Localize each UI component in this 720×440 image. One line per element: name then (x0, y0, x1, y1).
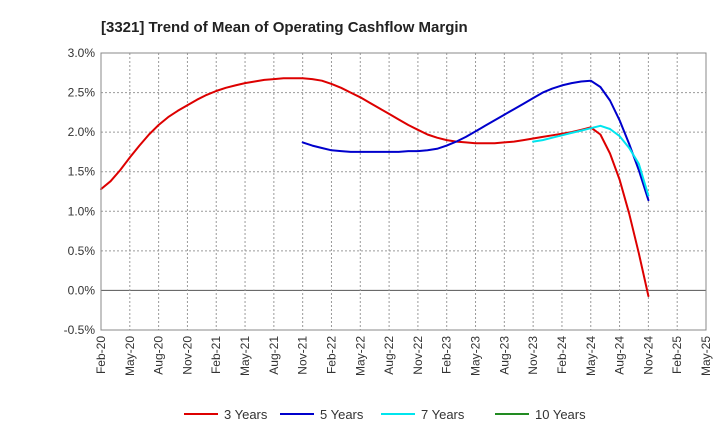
x-tick-label: Aug-20 (152, 336, 166, 375)
y-tick-label: 2.5% (68, 86, 96, 100)
gridlines (101, 52, 706, 331)
legend-label-3-years: 3 Years (224, 407, 268, 422)
x-tick-label: May-22 (353, 336, 367, 376)
legend: 3 Years 5 Years 7 Years 10 Years (184, 407, 586, 422)
x-tick-label: Aug-24 (613, 336, 627, 375)
legend-label-7-years: 7 Years (421, 407, 465, 422)
x-tick-label: Aug-22 (382, 336, 396, 375)
x-tick-label: Nov-20 (180, 336, 194, 375)
x-tick-label: May-25 (699, 336, 713, 376)
y-tick-label: 1.0% (68, 204, 96, 218)
plot-frame (100, 52, 707, 331)
series-line-7-years (532, 124, 650, 197)
x-tick-label: Nov-22 (411, 336, 425, 375)
x-tick-label: Feb-20 (94, 336, 108, 374)
y-tick-label: 0.5% (68, 244, 96, 258)
x-tick-label: Feb-22 (324, 336, 338, 374)
x-tick-label: Feb-23 (440, 336, 454, 374)
x-tick-label: May-23 (469, 336, 483, 376)
y-tick-label: 3.0% (68, 46, 96, 60)
x-tick-label: Nov-23 (526, 336, 540, 375)
y-tick-label: 0.0% (68, 283, 96, 297)
x-tick-label: Aug-23 (497, 336, 511, 375)
x-tick-label: Nov-21 (296, 336, 310, 375)
y-tick-label: -0.5% (64, 323, 96, 337)
x-tick-label: Feb-24 (555, 336, 569, 374)
series-line-5-years (301, 79, 650, 202)
x-tick-label: May-20 (123, 336, 137, 376)
series-lines (100, 77, 650, 297)
legend-label-10-years: 10 Years (535, 407, 586, 422)
chart-title: [3321] Trend of Mean of Operating Cashfl… (101, 19, 468, 36)
y-tick-label: 2.0% (68, 125, 96, 139)
y-axis-ticks: 3.0% 2.5% 2.0% 1.5% 1.0% 0.5% 0.0% -0.5% (64, 46, 96, 337)
series-line-3-years (100, 77, 650, 297)
x-tick-label: May-24 (584, 336, 598, 376)
x-axis-ticks: Feb-20 May-20 Aug-20 Nov-20 Feb-21 May-21 Aug-… (94, 336, 713, 376)
x-tick-label: Aug-21 (267, 336, 281, 375)
x-tick-label: Feb-21 (209, 336, 223, 374)
legend-label-5-years: 5 Years (320, 407, 364, 422)
x-tick-label: May-21 (238, 336, 252, 376)
x-tick-label: Feb-25 (670, 336, 684, 374)
x-tick-label: Nov-24 (641, 336, 655, 375)
y-tick-label: 1.5% (68, 165, 96, 179)
